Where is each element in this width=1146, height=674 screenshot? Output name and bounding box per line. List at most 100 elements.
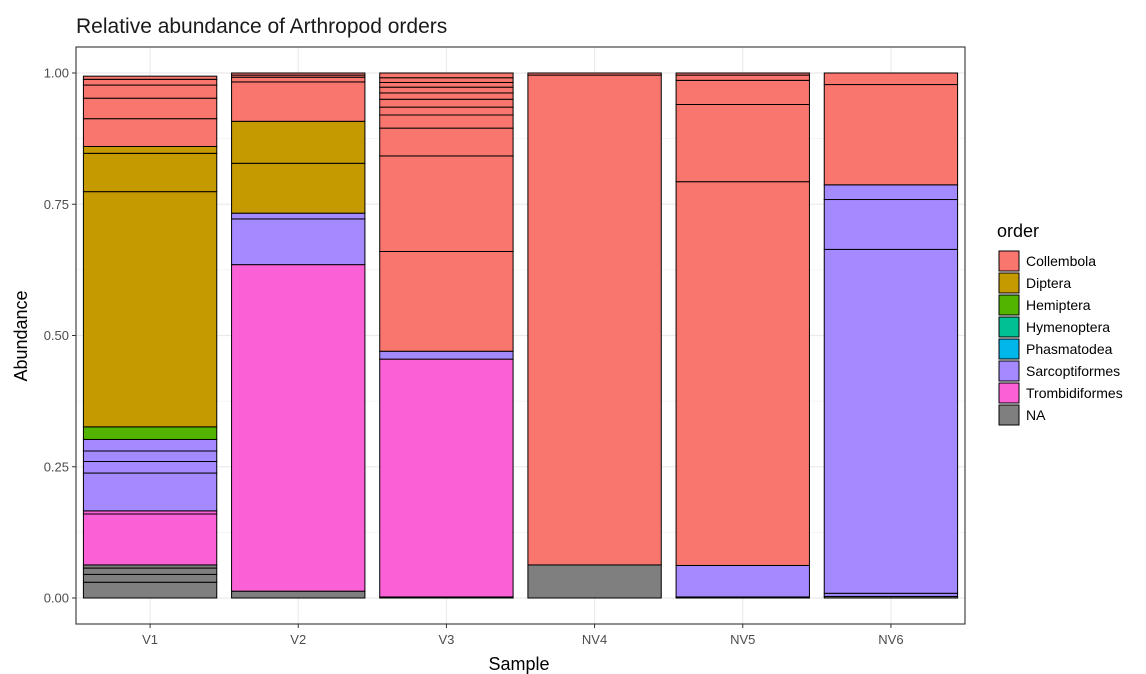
bar-segment-trombidiformes bbox=[82, 513, 218, 566]
bar-segment-trombidiformes bbox=[231, 264, 366, 592]
bar-segment-collembola bbox=[823, 84, 959, 186]
bar-segment-collembola bbox=[379, 81, 514, 88]
bar-segment-collembola bbox=[82, 75, 218, 80]
bar-segment-diptera bbox=[82, 146, 218, 154]
bar-segment-na bbox=[82, 567, 218, 575]
bar-segment-hemiptera bbox=[82, 426, 218, 440]
bar-v3 bbox=[379, 72, 514, 599]
bar-segment-collembola bbox=[379, 92, 514, 100]
bar-segment-collembola bbox=[675, 74, 810, 81]
legend-key bbox=[998, 360, 1020, 382]
bar-segment-sarcoptiformes bbox=[82, 472, 218, 512]
legend-key bbox=[998, 316, 1020, 338]
bar-segment-collembola bbox=[379, 98, 514, 108]
bar-segment-collembola bbox=[379, 106, 514, 116]
legend-item: NA bbox=[998, 404, 1046, 426]
legend-key bbox=[998, 338, 1020, 360]
x-tick-label: V2 bbox=[290, 632, 306, 647]
bar-segment-sarcoptiformes bbox=[823, 248, 959, 594]
bar-segment-collembola bbox=[527, 72, 662, 76]
legend-label: NA bbox=[1026, 407, 1046, 423]
bar-segment-collembola bbox=[231, 81, 366, 122]
bar-nv4 bbox=[527, 72, 662, 599]
bar-segment-na bbox=[527, 564, 662, 599]
bar-segment-collembola bbox=[823, 72, 959, 86]
bar-segment-sarcoptiformes bbox=[823, 184, 959, 201]
bar-nv5 bbox=[675, 72, 810, 599]
legend-item: Hemiptera bbox=[998, 294, 1091, 316]
x-tick-label: NV5 bbox=[730, 632, 755, 647]
bar-segment-collembola bbox=[231, 72, 366, 76]
bar-segment-collembola bbox=[82, 78, 218, 86]
bar-segment-collembola bbox=[379, 127, 514, 157]
bar-segment-collembola bbox=[675, 72, 810, 76]
x-axis: V1 V2 V3 NV4 NV5 NV6 bbox=[142, 624, 904, 647]
legend: order Collembola Diptera Hemiptera Hymenopt… bbox=[997, 221, 1123, 426]
legend-item: Collembola bbox=[998, 250, 1096, 272]
bar-segment-sarcoptiformes bbox=[231, 212, 366, 220]
bar-segment-collembola bbox=[379, 251, 514, 352]
bar-segment-collembola bbox=[82, 118, 218, 147]
bar-v2 bbox=[231, 72, 366, 599]
x-tick-label: V3 bbox=[438, 632, 454, 647]
bar-nv6 bbox=[823, 72, 959, 599]
legend-label: Collembola bbox=[1026, 253, 1096, 269]
y-tick-label: 0.75 bbox=[44, 197, 69, 212]
bar-segment-collembola bbox=[82, 84, 218, 99]
y-tick-label: 0.00 bbox=[44, 591, 69, 606]
y-axis: 0.00 0.25 0.50 0.75 1.00 bbox=[44, 66, 76, 606]
bar-segment-trombidiformes bbox=[379, 358, 514, 598]
bar-segment-sarcoptiformes bbox=[82, 438, 218, 452]
legend-key bbox=[998, 294, 1020, 316]
bar-segment-na bbox=[231, 590, 366, 599]
bar-segment-diptera bbox=[231, 120, 366, 164]
bar-segment-collembola bbox=[527, 74, 662, 566]
legend-key bbox=[998, 382, 1020, 404]
bar-v1 bbox=[82, 75, 218, 599]
x-tick-label: NV4 bbox=[582, 632, 607, 647]
bar-segment-collembola bbox=[379, 155, 514, 252]
y-tick-label: 0.50 bbox=[44, 328, 69, 343]
bar-segment-na bbox=[82, 573, 218, 583]
bar-segment-diptera bbox=[82, 152, 218, 193]
y-tick-label: 1.00 bbox=[44, 66, 69, 81]
bar-segment-diptera bbox=[231, 162, 366, 214]
bar-segment-sarcoptiformes bbox=[82, 461, 218, 474]
legend-item: Diptera bbox=[998, 272, 1071, 294]
legend-item: Phasmatodea bbox=[998, 338, 1113, 360]
y-axis-title: Abundance bbox=[11, 290, 31, 381]
bar-segment-collembola bbox=[675, 181, 810, 566]
bar-segment-collembola bbox=[675, 79, 810, 105]
bar-segment-sarcoptiformes bbox=[379, 350, 514, 360]
legend-label: Hymenoptera bbox=[1026, 319, 1110, 335]
legend-item: Sarcoptiformes bbox=[998, 360, 1120, 382]
bar-segment-collembola bbox=[675, 104, 810, 183]
legend-key bbox=[998, 250, 1020, 272]
bar-segment-diptera bbox=[82, 191, 218, 428]
bar-segment-collembola bbox=[379, 86, 514, 94]
legend-label: Hemiptera bbox=[1026, 297, 1091, 313]
legend-label: Trombidiformes bbox=[1026, 385, 1123, 401]
legend-item: Trombidiformes bbox=[998, 382, 1123, 404]
legend-label: Phasmatodea bbox=[1026, 341, 1113, 357]
bar-segment-sarcoptiformes bbox=[675, 564, 810, 598]
chart-title: Relative abundance of Arthropod orders bbox=[76, 15, 447, 38]
bar-segment-collembola bbox=[82, 97, 218, 120]
legend-key bbox=[998, 272, 1020, 294]
x-tick-label: NV6 bbox=[878, 632, 903, 647]
bar-segment-sarcoptiformes bbox=[231, 218, 366, 266]
bar-segment-collembola bbox=[231, 76, 366, 83]
legend-label: Sarcoptiformes bbox=[1026, 363, 1120, 379]
y-tick-label: 0.25 bbox=[44, 459, 69, 474]
legend-key bbox=[998, 404, 1020, 426]
bar-segment-na bbox=[82, 581, 218, 599]
legend-label: Diptera bbox=[1026, 275, 1071, 291]
bar-segment-collembola bbox=[379, 77, 514, 83]
plot-panel bbox=[75, 46, 966, 625]
x-axis-title: Sample bbox=[488, 654, 549, 674]
bar-segment-sarcoptiformes bbox=[823, 199, 959, 250]
bar-segment-collembola bbox=[379, 72, 514, 79]
legend-item: Hymenoptera bbox=[998, 316, 1110, 338]
x-tick-label: V1 bbox=[142, 632, 158, 647]
